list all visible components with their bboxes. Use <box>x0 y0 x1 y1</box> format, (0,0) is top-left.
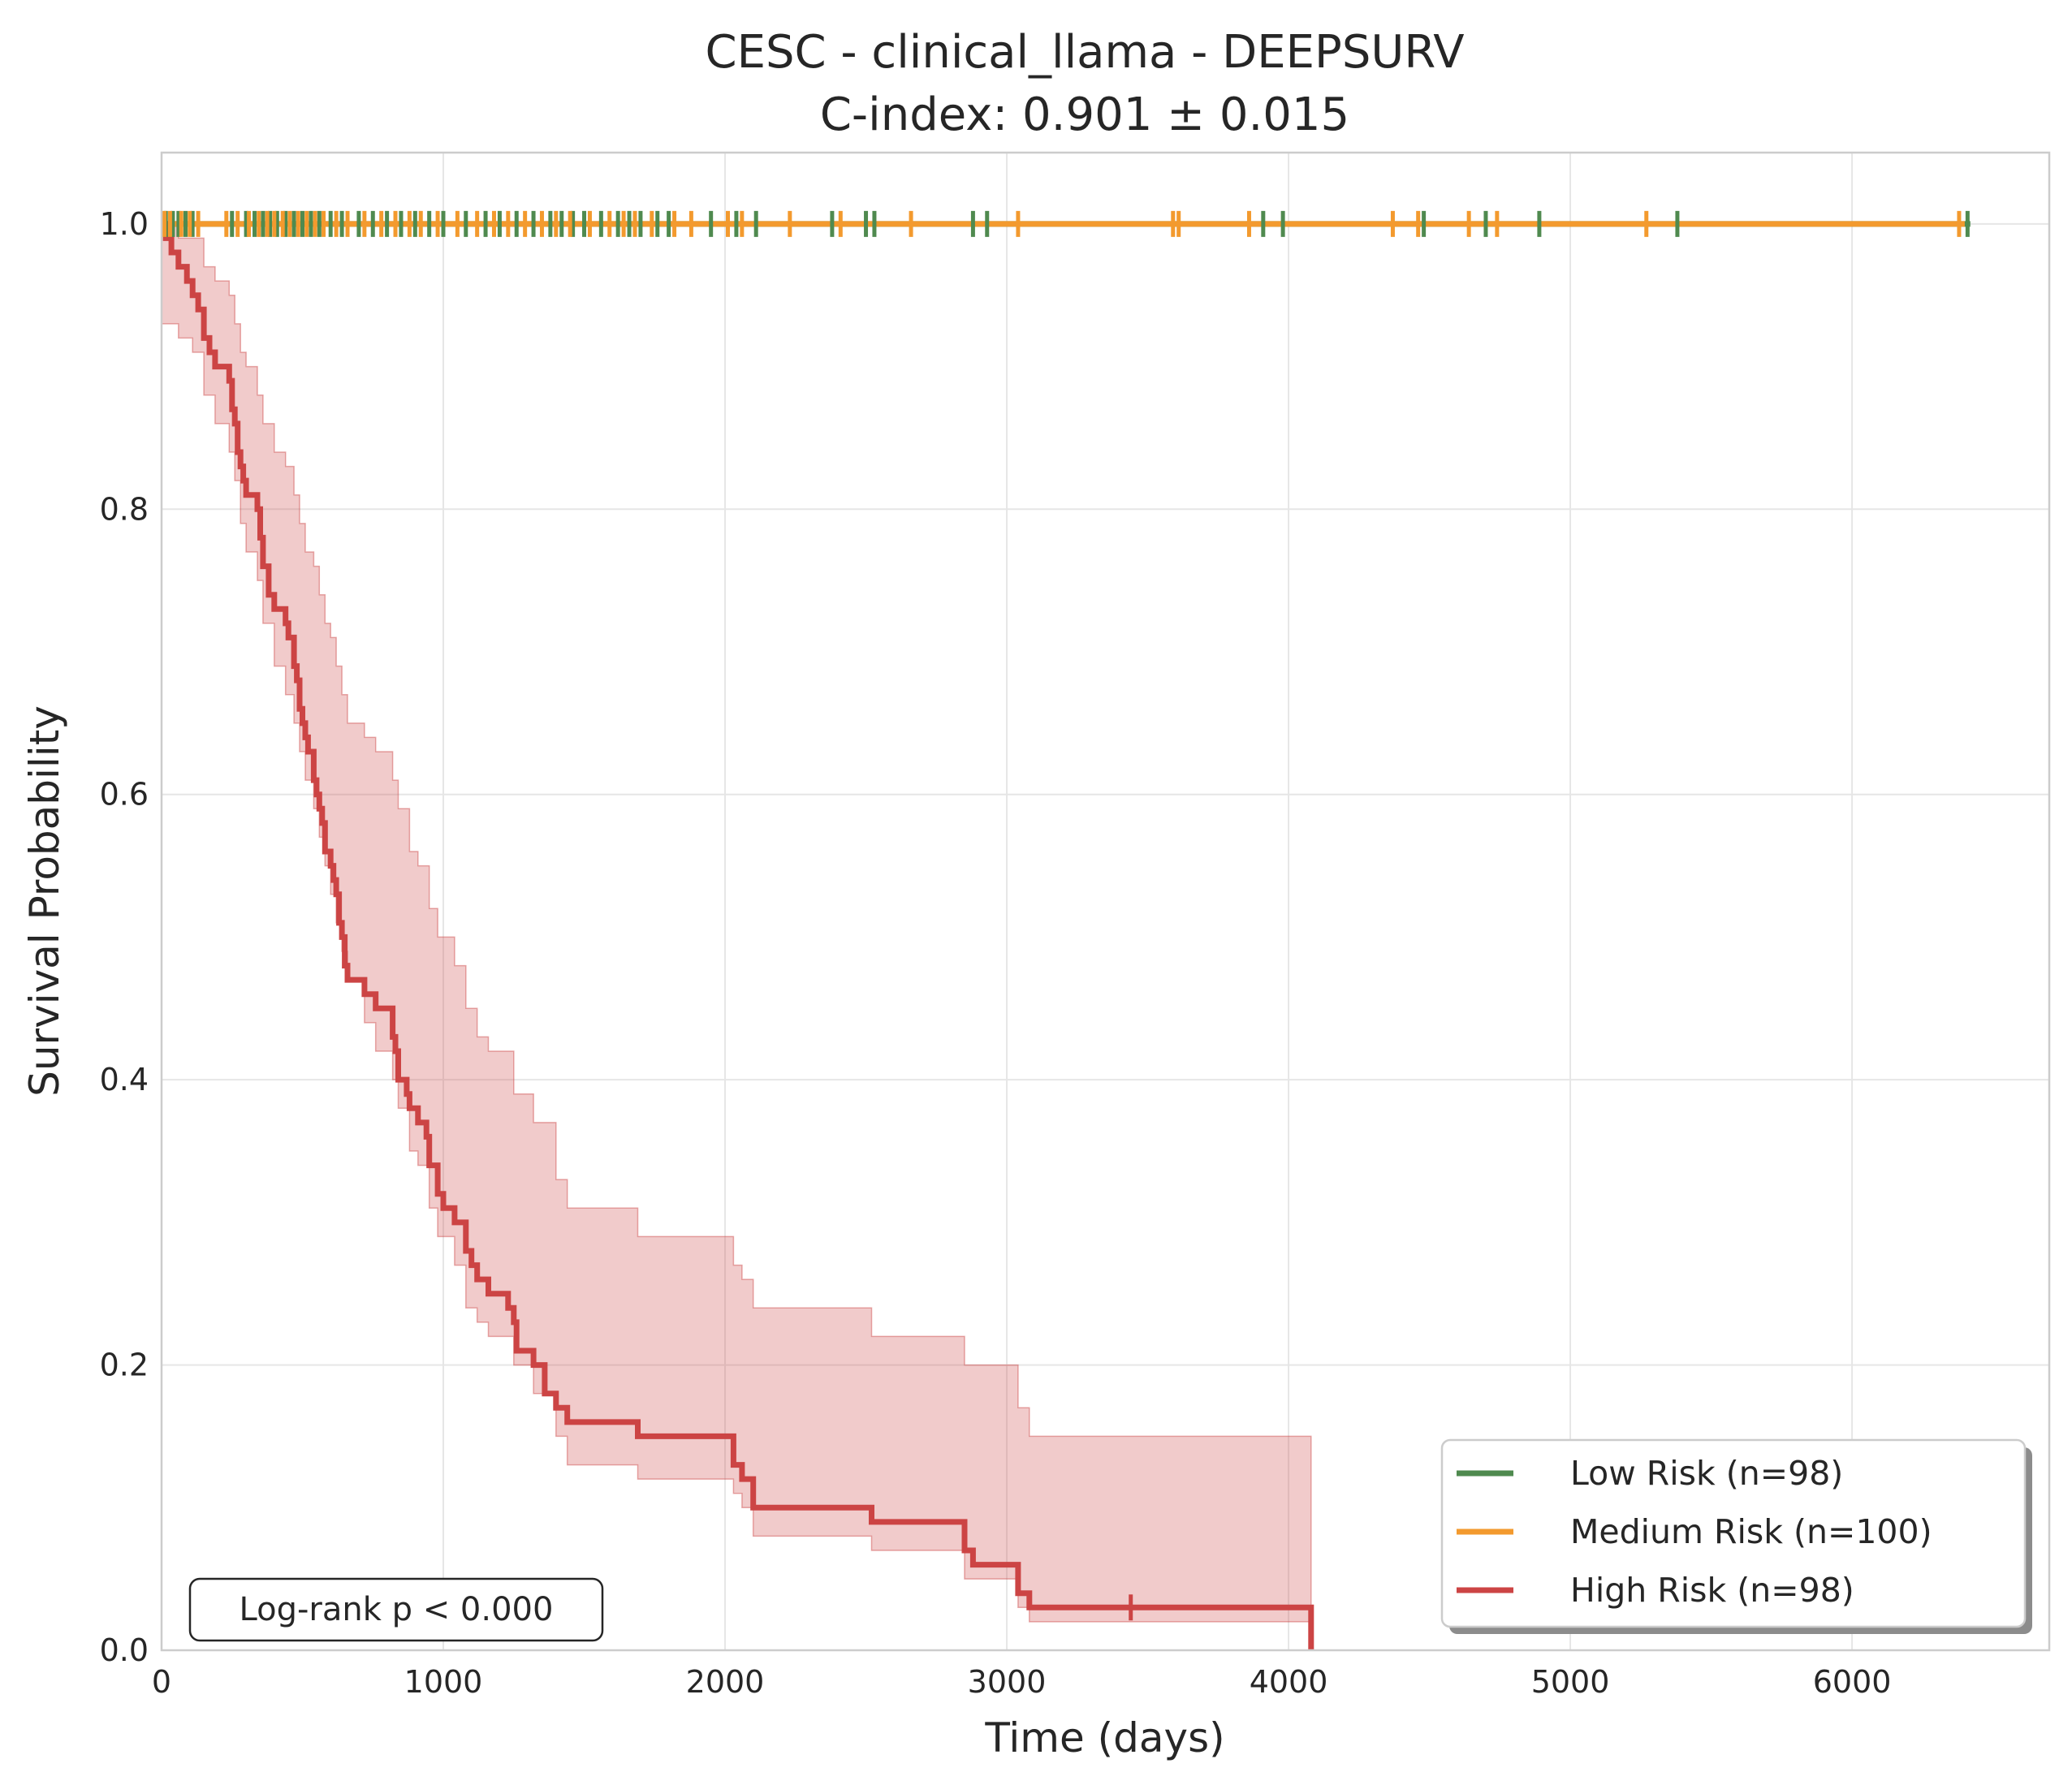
y-tick-label: 0.8 <box>100 491 149 527</box>
legend: Low Risk (n=98) Medium Risk (n=100) High R… <box>1440 1438 2032 1634</box>
x-tick-label: 4000 <box>1250 1664 1328 1700</box>
plot-background <box>162 153 2049 1650</box>
y-tick-label: 0.2 <box>100 1347 149 1383</box>
y-tick-label: 0.6 <box>100 777 149 813</box>
legend-items: Low Risk (n=98) Medium Risk (n=100) High R… <box>1457 1454 1932 1610</box>
survival-curve <box>162 221 1314 1650</box>
legend-label: Low Risk (n=98) <box>1570 1454 1843 1493</box>
y-tick-label: 1.0 <box>100 206 149 242</box>
survival-curves <box>162 221 1971 1650</box>
y-tick-label: 0.4 <box>100 1062 149 1097</box>
y-tick-label: 0.0 <box>100 1632 149 1668</box>
legend-box <box>1440 1438 2027 1628</box>
x-axis-ticks: 0 1000 2000 3000 4000 5000 6000 <box>152 1664 1892 1700</box>
x-tick-label: 5000 <box>1531 1664 1610 1700</box>
y-axis-ticks: 0.0 0.2 0.4 0.6 0.8 1.0 <box>100 206 149 1668</box>
censor-marks <box>162 210 1970 1621</box>
chart-title: CESC - clinical_llama - DEEPSURV <box>705 26 1464 79</box>
x-tick-label: 2000 <box>686 1664 765 1700</box>
y-axis-label: Survival Probability <box>21 705 68 1097</box>
legend-label: High Risk (n=98) <box>1570 1571 1854 1610</box>
logrank-annotation: Log-rank p < 0.000 <box>188 1577 604 1642</box>
annotation-box <box>188 1577 604 1642</box>
chart-subtitle: C-index: 0.901 ± 0.015 <box>820 88 1349 141</box>
plot-area <box>160 151 2051 1652</box>
x-axis-label: Time (days) <box>984 1714 1224 1761</box>
x-tick-label: 0 <box>152 1664 171 1700</box>
x-tick-label: 1000 <box>404 1664 483 1700</box>
plot-frame <box>160 151 2051 1652</box>
annotation-text: Log-rank p < 0.000 <box>240 1591 554 1628</box>
x-tick-label: 3000 <box>968 1664 1047 1700</box>
legend-label: Medium Risk (n=100) <box>1570 1512 1932 1551</box>
x-tick-label: 6000 <box>1813 1664 1892 1700</box>
